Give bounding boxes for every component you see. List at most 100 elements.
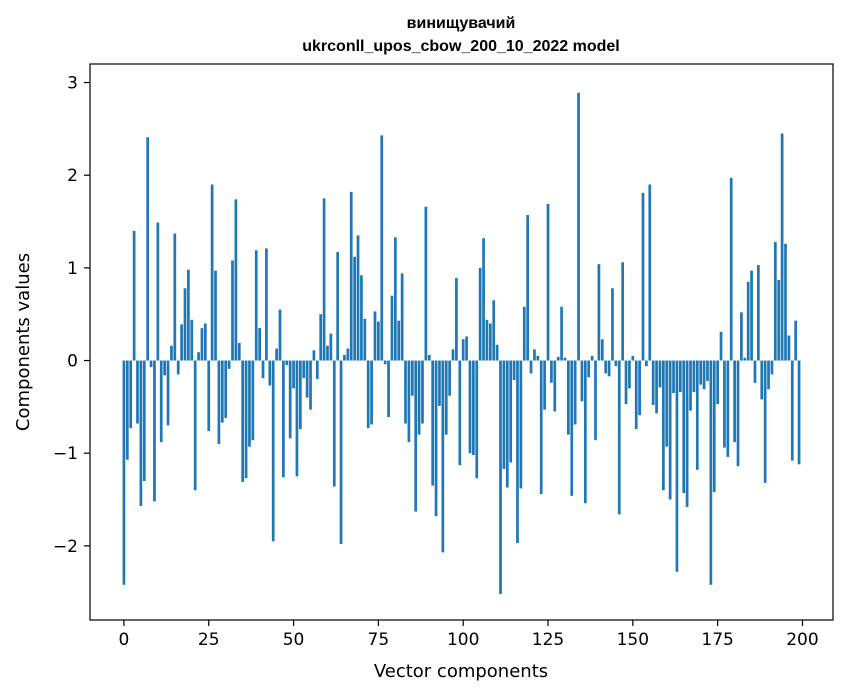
bar	[244, 360, 248, 479]
x-tick-label: 100	[447, 630, 479, 650]
bar	[573, 360, 577, 425]
y-tick-label: 3	[67, 74, 78, 94]
bar	[298, 360, 302, 430]
bar	[580, 360, 584, 402]
bar	[556, 356, 560, 361]
bar	[624, 360, 628, 405]
bar	[539, 360, 543, 494]
bar	[207, 360, 211, 431]
bar	[224, 360, 228, 418]
bar	[349, 191, 353, 361]
x-tick-label: 25	[198, 630, 220, 650]
bar	[200, 328, 204, 361]
bar	[261, 360, 265, 379]
bar	[689, 360, 692, 411]
bar	[631, 355, 635, 361]
bar	[488, 323, 492, 361]
y-axis-ticks: −2 −1 0 1 2 3	[53, 74, 90, 557]
bar	[543, 360, 546, 410]
bar	[577, 92, 580, 361]
y-tick-label: 0	[67, 352, 78, 372]
bar	[332, 360, 336, 487]
bar	[268, 360, 272, 386]
plot-area-frame	[89, 63, 834, 621]
bar	[414, 360, 418, 512]
bar	[726, 360, 730, 457]
x-tick-label: 0	[119, 630, 130, 650]
bar	[760, 360, 764, 400]
bar	[424, 206, 428, 361]
bar	[770, 360, 774, 375]
bar	[336, 252, 340, 361]
bar	[387, 360, 390, 418]
bar	[512, 360, 516, 380]
bar-series	[122, 92, 801, 595]
bar	[366, 360, 370, 429]
bar	[176, 360, 180, 375]
bar	[125, 360, 129, 460]
bar	[682, 360, 686, 494]
bar	[645, 360, 648, 367]
bar	[122, 360, 126, 585]
bar	[797, 360, 801, 465]
bar	[282, 360, 285, 478]
bar	[611, 288, 614, 361]
bar	[723, 360, 726, 448]
bar	[448, 360, 451, 396]
bar	[458, 360, 462, 466]
bar	[305, 360, 309, 398]
bar	[546, 203, 550, 361]
bar	[560, 306, 563, 361]
bar	[763, 360, 767, 483]
bar	[784, 243, 787, 361]
bar	[254, 250, 258, 361]
bar	[465, 336, 468, 361]
bar	[231, 260, 234, 361]
bar	[472, 360, 475, 456]
y-tick-label: −2	[53, 537, 78, 557]
bar	[468, 360, 472, 454]
bar	[794, 320, 798, 361]
bar	[790, 360, 794, 461]
bar	[156, 222, 160, 361]
bar	[668, 360, 672, 500]
bar	[628, 360, 631, 389]
bar	[193, 360, 197, 491]
bar	[309, 360, 312, 410]
bar	[275, 348, 278, 361]
x-tick-label: 125	[532, 630, 564, 650]
bar	[519, 360, 523, 489]
bar	[492, 300, 496, 361]
x-axis-ticks: 0 25 50 75 100 125 150 175 200	[119, 620, 819, 650]
bar	[217, 360, 221, 444]
bar	[237, 342, 241, 361]
bar	[757, 265, 760, 361]
x-tick-label: 200	[786, 630, 818, 650]
bar	[678, 360, 682, 393]
bar	[227, 360, 231, 369]
bar	[427, 354, 431, 361]
bar	[234, 199, 238, 361]
bar	[597, 264, 601, 361]
bar	[743, 357, 747, 361]
x-axis-label: Vector components	[374, 661, 548, 682]
bar	[220, 360, 224, 423]
bar	[505, 360, 509, 488]
bar	[478, 267, 482, 361]
bar	[203, 323, 207, 361]
bar	[563, 357, 567, 361]
bar	[699, 360, 703, 385]
bar	[529, 360, 533, 374]
bar	[302, 360, 306, 379]
x-tick-label: 50	[283, 630, 305, 650]
bar	[417, 360, 421, 435]
bar	[241, 360, 245, 482]
bar	[607, 360, 611, 377]
bar	[183, 288, 187, 361]
bar	[295, 360, 299, 477]
bar	[434, 360, 438, 517]
bar	[570, 360, 574, 496]
bar	[583, 360, 587, 504]
bar	[475, 360, 479, 479]
bar	[709, 360, 713, 585]
